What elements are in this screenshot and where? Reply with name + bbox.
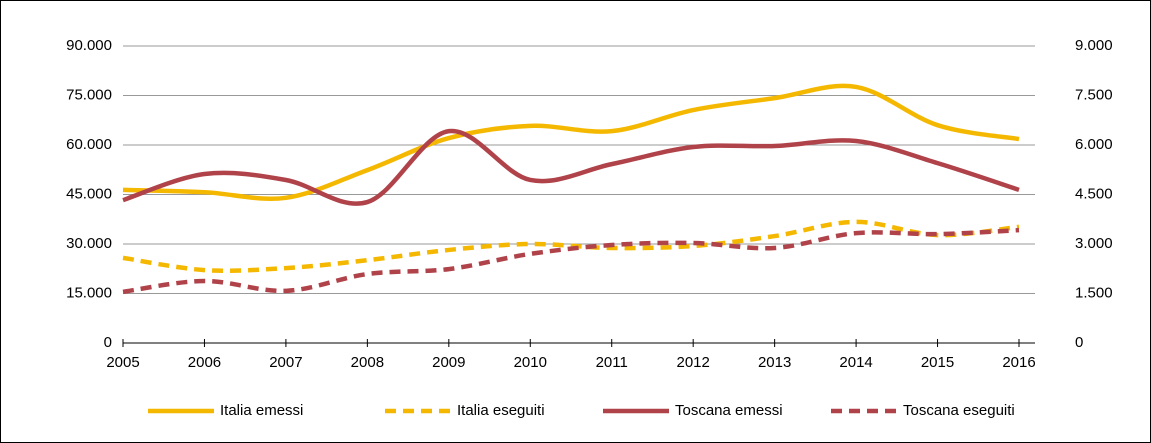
- legend-label: Italia emessi: [220, 402, 303, 419]
- x-tick-label: 2008: [351, 354, 384, 371]
- x-tick-label: 2012: [676, 354, 709, 371]
- x-tick-label: 2005: [106, 354, 139, 371]
- x-tick-label: 2006: [188, 354, 221, 371]
- x-tick-label: 2014: [839, 354, 872, 371]
- y2-tick-label: 0: [1075, 334, 1083, 351]
- legend-label: Toscana emessi: [675, 402, 783, 419]
- series-line: [122, 219, 1020, 273]
- y-tick-label: 15.000: [66, 284, 112, 301]
- x-tick-label: 2010: [514, 354, 547, 371]
- x-tick-label: 2016: [1002, 354, 1035, 371]
- legend-label: Italia eseguiti: [457, 402, 545, 419]
- y2-tick-label: 4.500: [1075, 185, 1113, 202]
- y2-tick-label: 1.500: [1075, 284, 1113, 301]
- series-line: [122, 83, 1020, 202]
- x-tick-label: 2009: [432, 354, 465, 371]
- y2-tick-label: 7.500: [1075, 86, 1113, 103]
- legend-label: Toscana eseguiti: [903, 402, 1015, 419]
- x-tick-label: 2011: [596, 354, 628, 371]
- y-tick-label: 60.000: [66, 136, 112, 153]
- y2-tick-label: 9.000: [1075, 37, 1113, 54]
- y-tick-label: 0: [104, 334, 112, 351]
- y2-tick-label: 3.000: [1075, 235, 1113, 252]
- x-tick-label: 2013: [758, 354, 791, 371]
- y-tick-label: 90.000: [66, 37, 112, 54]
- x-tick-label: 2007: [269, 354, 302, 371]
- y-tick-label: 75.000: [66, 86, 112, 103]
- series-line: [122, 227, 1020, 295]
- y-tick-label: 45.000: [66, 185, 112, 202]
- x-tick-label: 2015: [921, 354, 954, 371]
- y-tick-label: 30.000: [66, 235, 112, 252]
- y2-tick-label: 6.000: [1075, 136, 1113, 153]
- series-line: [122, 128, 1020, 206]
